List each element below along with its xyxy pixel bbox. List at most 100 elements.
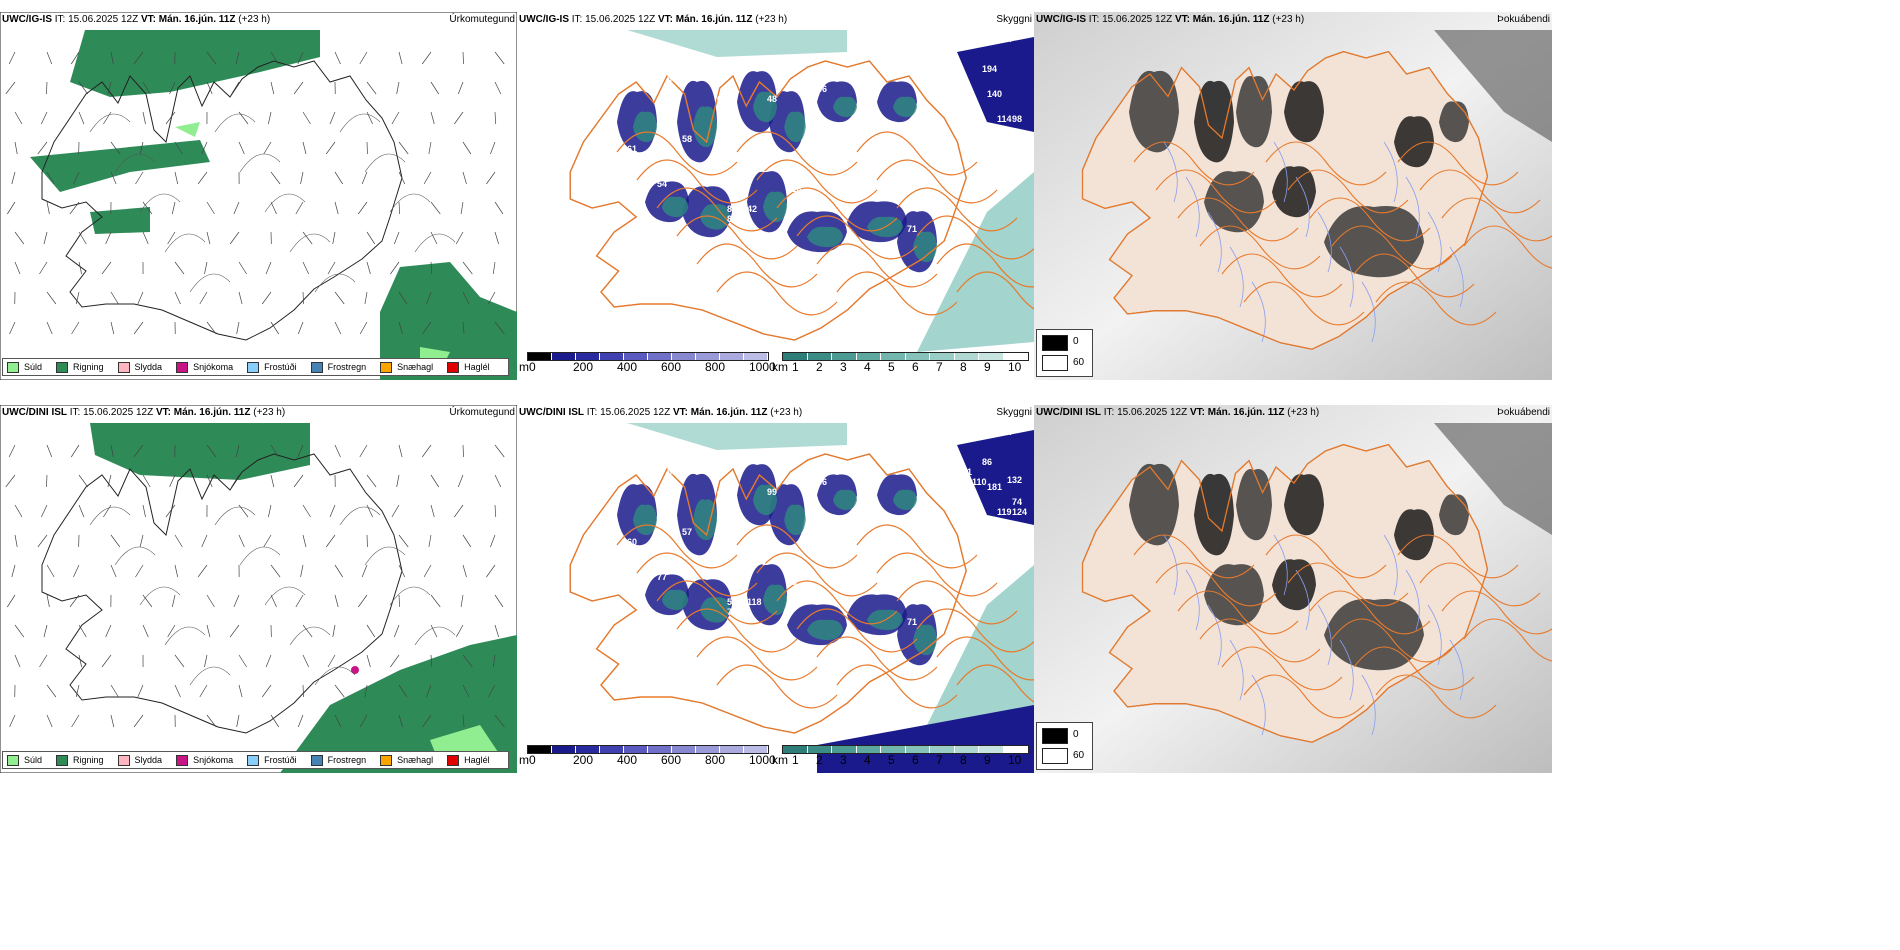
legend-swatch xyxy=(117,361,130,373)
lead-time: (+23 h) xyxy=(755,14,788,25)
legend-label: Slydda xyxy=(134,362,163,372)
iceland-coastline xyxy=(41,60,403,341)
valid-label: VT: xyxy=(1174,14,1190,25)
init-label: IT: xyxy=(1103,407,1115,418)
init-time: 15.06.2025 12Z xyxy=(600,407,671,418)
fog-legend: 0 60 xyxy=(1036,722,1093,770)
visibility-value: 140 xyxy=(987,89,1002,99)
visibility-tick: 2 xyxy=(816,753,823,767)
fog-legend: 0 60 xyxy=(1036,329,1093,377)
fog-min-swatch xyxy=(1042,728,1068,744)
visibility-panel-row-2: 58 47 51 57 60 70 77 99 91 118 89 66 37 63 71 102 164 86 1… xyxy=(517,405,1034,773)
legend-label: Frostúði xyxy=(264,755,297,765)
legend-label: Haglél xyxy=(464,755,490,765)
legend-item: Frostúði xyxy=(247,361,297,373)
legend-swatch xyxy=(380,361,393,373)
legend-item: Snæhagl xyxy=(380,361,433,373)
terrain-value: 37 xyxy=(847,467,857,477)
init-time: 15.06.2025 12Z xyxy=(1117,407,1188,418)
legend-swatch xyxy=(56,754,69,766)
terrain-value: 58 xyxy=(682,134,692,144)
panel-header: UWC/DINI ISL IT: 15.06.2025 12Z VT: Mán.… xyxy=(2,407,285,418)
precip-type-map xyxy=(0,12,517,380)
visibility-value: 194 xyxy=(982,64,997,74)
visibility-tick: 10 xyxy=(1008,360,1022,374)
fog-min-swatch xyxy=(1042,335,1068,351)
terrain-value: 118 xyxy=(787,184,802,194)
terrain-value: 55 xyxy=(667,74,677,84)
terrain-value: 99 xyxy=(767,487,777,497)
legend-swatch xyxy=(247,361,260,373)
terrain-value: 60 xyxy=(627,537,637,547)
legend-label: Slydda xyxy=(134,755,163,765)
init-label: IT: xyxy=(54,14,66,25)
init-label: IT: xyxy=(571,14,583,25)
terrain-value: 79 xyxy=(637,254,647,264)
height-tick: 800 xyxy=(705,360,726,374)
init-time: 15.06.2025 12Z xyxy=(585,14,656,25)
visibility-tick: 6 xyxy=(912,360,919,374)
legend-item: Snjókoma xyxy=(176,754,234,766)
terrain-value: 102 xyxy=(637,647,652,657)
legend-swatch xyxy=(247,754,260,766)
visibility-value: 151 xyxy=(957,467,972,477)
terrain-value: 83 xyxy=(727,204,737,214)
legend-item: Snjókoma xyxy=(176,361,233,373)
visibility-value: 110 xyxy=(972,477,987,487)
fog-index-map xyxy=(1034,405,1552,773)
terrain-value: 58 xyxy=(667,467,677,477)
legend-item: Rigning xyxy=(56,361,104,373)
legend-label: Snjókoma xyxy=(193,755,234,765)
terrain-value: 48 xyxy=(767,94,777,104)
visibility-unit: km xyxy=(772,360,788,374)
model-name: UWC/IG-IS xyxy=(2,14,52,25)
legend-label: Frostregn xyxy=(327,362,367,372)
visibility-tick: 9 xyxy=(984,753,991,767)
valid-time: Mán. 16.jún. 11Z xyxy=(1207,407,1285,418)
legend-label: Snæhagl xyxy=(397,755,434,765)
height-unit: m xyxy=(519,360,529,374)
terrain-value: 70 xyxy=(727,607,737,617)
legend-label: Haglél xyxy=(464,362,490,372)
precip-type-map xyxy=(0,405,517,773)
terrain-value: 83 xyxy=(727,214,737,224)
visibility-tick: 4 xyxy=(864,360,871,374)
terrain-value: 56 xyxy=(817,84,827,94)
fog-max-label: 60 xyxy=(1073,750,1085,761)
legend-label: Frostúði xyxy=(264,362,297,372)
legend-label: Súld xyxy=(24,755,43,765)
legend-item: Frostúði xyxy=(247,754,297,766)
height-tick: 600 xyxy=(661,360,682,374)
wind-barbs xyxy=(5,444,505,728)
terrain-value: 71 xyxy=(907,224,917,234)
panel-header: UWC/DINI ISL IT: 15.06.2025 12Z VT: Mán.… xyxy=(519,407,802,418)
visibility-tick: 9 xyxy=(984,360,991,374)
visibility-scale: km 1 2 3 4 5 6 7 8 9 10 xyxy=(772,741,1032,771)
legend-item: Súld xyxy=(7,754,43,766)
legend-swatch xyxy=(447,754,460,766)
model-name: UWC/IG-IS xyxy=(1036,14,1086,25)
legend-swatch xyxy=(7,361,19,373)
visibility-value: 132 xyxy=(1007,475,1022,485)
init-time: 15.06.2025 12Z xyxy=(83,407,154,418)
height-tick: 800 xyxy=(705,753,726,767)
visibility-map: 5567835861835448124211856354571791941941… xyxy=(517,12,1034,380)
visibility-value: 95 xyxy=(1002,522,1012,532)
road-network xyxy=(1133,141,1552,326)
visibility-value: 164 xyxy=(997,427,1012,437)
valid-label: VT: xyxy=(140,14,156,25)
fog-panel-row-2: 0 60 UWC/DINI ISL IT: 15.06.2025 12Z VT: M… xyxy=(1034,405,1552,773)
fog-max-swatch xyxy=(1042,748,1068,764)
visibility-value: 181 xyxy=(987,482,1002,492)
terrain-value: 12 xyxy=(757,164,767,174)
legend-item: Haglél xyxy=(447,754,490,766)
lead-time: (+23 h) xyxy=(1287,407,1320,418)
visibility-value: 86 xyxy=(982,457,992,467)
height-tick: 1000 xyxy=(749,753,776,767)
wind-barbs xyxy=(5,51,505,335)
height-tick: 200 xyxy=(573,360,594,374)
panel-title: Þokuábendi xyxy=(1497,407,1550,418)
terrain-value: 63 xyxy=(867,487,877,497)
height-tick: 0 xyxy=(529,360,536,374)
height-tick: 200 xyxy=(573,753,594,767)
